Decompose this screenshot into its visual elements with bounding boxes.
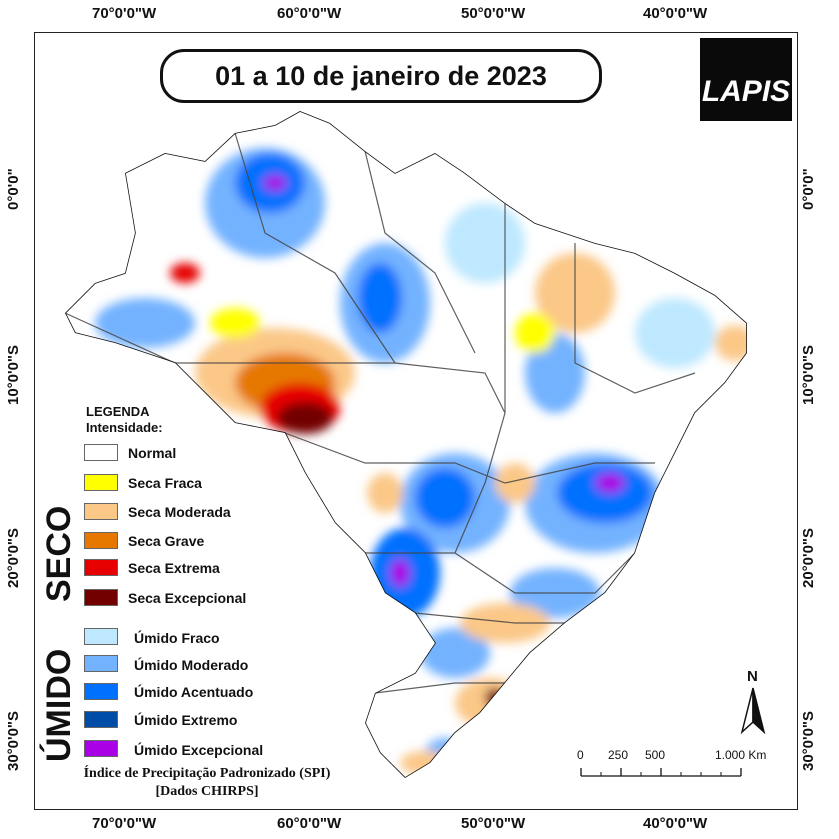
lon-tick-bottom-70w: 70°0'0"W xyxy=(92,815,157,832)
lapis-logo: LAPIS xyxy=(700,38,792,121)
legend-label-umido-acentuado: Úmido Acentuado xyxy=(134,684,254,700)
map-title: 01 a 10 de janeiro de 2023 xyxy=(160,49,602,103)
lat-tick-left-30s: 30°0'0"S xyxy=(5,710,22,771)
legend-label-umido-extremo: Úmido Extremo xyxy=(134,712,238,728)
lon-tick-top-70w: 70°0'0"W xyxy=(92,5,157,22)
lon-tick-bottom-60w: 60°0'0"W xyxy=(277,815,342,832)
legend-swatch-umido-moderado xyxy=(84,655,118,672)
north-label: N xyxy=(747,668,758,685)
legend-label-normal: Normal xyxy=(128,445,177,461)
legend-label-umido-fraco: Úmido Fraco xyxy=(134,630,220,646)
legend-swatch-seca-grave xyxy=(84,532,118,549)
scale-label-500: 500 xyxy=(645,748,666,762)
lat-tick-left-0: 0°0'0" xyxy=(5,168,22,210)
legend-heading: LEGENDA Intensidade: xyxy=(86,404,163,436)
brazil-spi-map xyxy=(65,111,747,778)
lat-tick-left-20s: 20°0'0"S xyxy=(5,527,22,588)
scale-bar-ticks xyxy=(580,768,742,777)
scale-label-250: 250 xyxy=(608,748,629,762)
legend-swatch-normal xyxy=(84,444,118,461)
legend-swatch-seca-extrema xyxy=(84,559,118,576)
legend-swatch-umido-acentuado xyxy=(84,683,118,700)
legend-group-wet: ÚMIDO xyxy=(40,648,78,762)
lat-tick-right-0: 0°0'0" xyxy=(800,168,817,210)
lon-tick-top-60w: 60°0'0"W xyxy=(277,5,342,22)
source-line-2: [Dados CHIRPS] xyxy=(155,784,259,799)
legend-swatch-seca-excepcional xyxy=(84,589,118,606)
legend-swatch-seca-moderada xyxy=(84,503,118,520)
lon-tick-bottom-40w: 40°0'0"W xyxy=(643,815,708,832)
legend-swatch-umido-extremo xyxy=(84,711,118,728)
lon-tick-bottom-50w: 50°0'0"W xyxy=(461,815,526,832)
legend-subheading: Intensidade: xyxy=(86,420,163,435)
legend-swatch-umido-fraco xyxy=(84,628,118,645)
lat-tick-right-20s: 20°0'0"S xyxy=(800,527,817,588)
map-frame xyxy=(34,32,798,810)
scale-label-0: 0 xyxy=(577,748,584,762)
legend-label-seca-excepcional: Seca Excepcional xyxy=(128,590,247,606)
lon-tick-top-50w: 50°0'0"W xyxy=(461,5,526,22)
legend-label-seca-grave: Seca Grave xyxy=(128,533,205,549)
scale-label-1000: 1.000 Km xyxy=(715,748,767,762)
lat-tick-right-10s: 10°0'0"S xyxy=(800,344,817,405)
legend-group-dry: SECO xyxy=(40,505,78,602)
legend-heading-text: LEGENDA xyxy=(86,404,150,419)
lon-tick-top-40w: 40°0'0"W xyxy=(643,5,708,22)
lat-tick-right-30s: 30°0'0"S xyxy=(800,710,817,771)
legend-label-seca-moderada: Seca Moderada xyxy=(128,504,231,520)
lat-tick-left-10s: 10°0'0"S xyxy=(5,344,22,405)
data-source-caption: Índice de Precipitação Padronizado (SPI)… xyxy=(42,765,372,801)
source-line-1: Índice de Precipitação Padronizado (SPI) xyxy=(83,766,331,781)
legend-label-seca-fraca: Seca Fraca xyxy=(128,475,202,491)
legend-label-seca-extrema: Seca Extrema xyxy=(128,560,220,576)
north-arrow-icon xyxy=(740,687,766,735)
legend-label-umido-moderado: Úmido Moderado xyxy=(134,657,249,673)
legend-swatch-seca-fraca xyxy=(84,474,118,491)
legend-swatch-umido-excepcional xyxy=(84,740,118,757)
north-arrow: N xyxy=(738,668,768,736)
legend-label-umido-excepcional: Úmido Excepcional xyxy=(134,742,264,758)
